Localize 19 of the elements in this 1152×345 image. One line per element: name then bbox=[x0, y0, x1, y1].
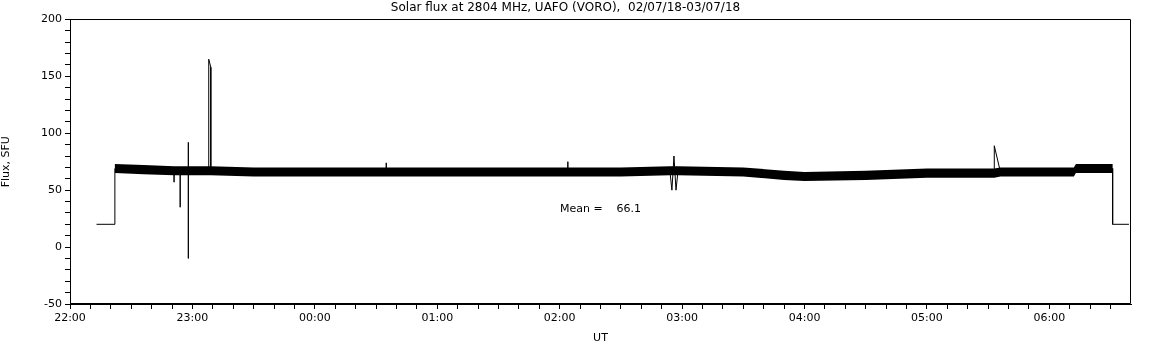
y-tick-label: 100 bbox=[41, 126, 62, 140]
x-tick-label: 22:00 bbox=[54, 311, 86, 325]
chart-title: Solar flux at 2804 MHz, UAFO (VORO), 02/07/18-03/07/18 bbox=[390, 0, 741, 15]
y-tick-label: 0 bbox=[55, 239, 62, 253]
x-tick-label: 03:00 bbox=[666, 311, 698, 325]
x-tick-label: 23:00 bbox=[176, 311, 209, 325]
x-tick-label: 02:00 bbox=[543, 311, 576, 325]
y-tick-label: 50 bbox=[48, 183, 62, 197]
annotation: Mean = 66.1 bbox=[559, 202, 642, 216]
x-tick-label: 06:00 bbox=[1033, 311, 1066, 325]
x-tick-label: 05:00 bbox=[911, 311, 943, 325]
x-tick-label: 04:00 bbox=[788, 311, 821, 325]
x-tick-label: 01:00 bbox=[421, 311, 454, 325]
y-axis-title: Flux, SFU bbox=[0, 136, 13, 188]
y-tick-label: -50 bbox=[44, 296, 62, 310]
x-tick-label: 00:00 bbox=[298, 311, 331, 325]
y-tick-label: 150 bbox=[41, 69, 62, 83]
y-tick-label: 200 bbox=[41, 12, 62, 26]
x-axis-title: UT bbox=[593, 331, 609, 345]
